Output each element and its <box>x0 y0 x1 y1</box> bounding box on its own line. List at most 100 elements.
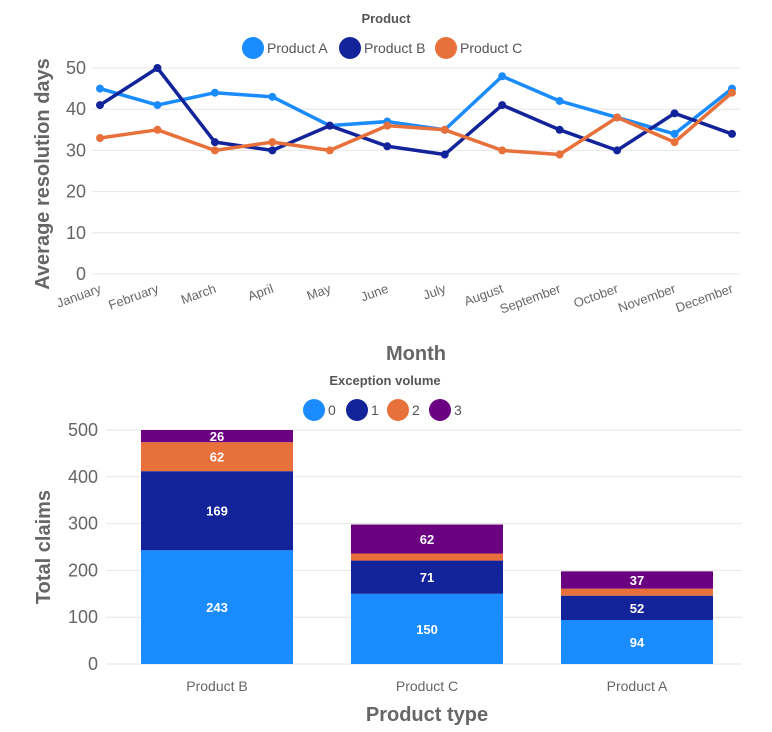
line-y-ticks: 0 10 20 30 40 50 <box>66 58 86 284</box>
data-point <box>555 150 564 159</box>
bar-segments-group: 243 169 62 26 150 71 62 94 52 37 <box>141 429 713 664</box>
bar-y-tick-label: 100 <box>68 607 98 627</box>
legend-label: Product A <box>267 40 328 56</box>
bar-x-axis-title: Product type <box>366 704 488 726</box>
line-x-tick-label: October <box>572 280 621 310</box>
bar-segment <box>561 571 713 589</box>
bar-segment <box>561 620 713 664</box>
data-point <box>728 129 736 138</box>
legend-label: 3 <box>454 402 462 418</box>
bar-y-tick-label: 500 <box>68 420 98 440</box>
legend-item-product-b[interactable]: Product B <box>339 37 425 59</box>
legend-item-0[interactable]: 0 <box>303 399 336 421</box>
line-x-tick-label: December <box>674 280 736 315</box>
bar-data-label: 52 <box>630 601 644 616</box>
bar-x-tick-label: Product C <box>396 678 458 694</box>
bar-segment <box>351 524 503 554</box>
line-legend: Product A Product B Product C <box>242 37 522 59</box>
line-series-product-c <box>96 88 736 159</box>
bar-y-tick-label: 0 <box>88 654 98 674</box>
data-point <box>383 121 392 130</box>
data-point <box>268 138 277 147</box>
bar-data-label: 62 <box>210 450 224 465</box>
legend-swatch <box>303 399 325 421</box>
legend-item-1[interactable]: 1 <box>346 399 379 421</box>
line-y-tick-label: 30 <box>66 140 86 160</box>
line-series-product-b <box>96 64 736 159</box>
bar-product-c: 150 71 62 <box>351 524 503 664</box>
bar-product-b: 243 169 62 26 <box>141 429 293 664</box>
bar-segment <box>561 595 713 621</box>
data-point <box>96 134 104 143</box>
data-point <box>670 129 679 138</box>
line-x-tick-label: June <box>359 281 391 305</box>
line-x-tick-label: July <box>421 281 448 303</box>
data-point <box>613 146 622 155</box>
legend-swatch <box>435 37 457 59</box>
bar-segment <box>351 553 503 561</box>
bar-x-tick-label: Product B <box>186 678 247 694</box>
data-point <box>440 150 449 159</box>
data-point <box>670 109 679 118</box>
line-y-tick-label: 20 <box>66 182 86 202</box>
bar-segment <box>141 550 293 664</box>
series-line <box>99 91 734 157</box>
data-point <box>498 72 507 81</box>
data-point <box>325 146 334 155</box>
data-point <box>670 138 679 147</box>
legend-label: 1 <box>371 402 379 418</box>
data-point <box>268 92 277 101</box>
data-point <box>153 64 162 72</box>
bar-x-tick-label: Product A <box>607 678 668 694</box>
series-line <box>99 66 733 157</box>
line-y-tick-label: 10 <box>66 223 86 243</box>
bar-segment <box>351 593 503 664</box>
data-point <box>210 146 219 155</box>
bar-data-label: 62 <box>420 532 434 547</box>
line-chart: Product Product A Product B Product C 0 10 2… <box>32 11 740 365</box>
legend-swatch <box>339 37 361 59</box>
line-y-tick-label: 0 <box>76 264 86 284</box>
line-x-tick-label: January <box>54 281 103 311</box>
data-point <box>498 146 507 155</box>
data-point <box>613 113 622 122</box>
line-gridlines <box>92 67 740 275</box>
data-point <box>268 146 277 155</box>
bar-segment <box>141 442 293 472</box>
legend-swatch <box>429 399 451 421</box>
bar-data-label: 169 <box>206 504 228 519</box>
bar-chart: Exception volume 0 1 2 3 0 100 200 300 400 500 P… <box>33 373 742 726</box>
data-point <box>96 84 104 93</box>
line-y-axis-title: Average resolution days <box>32 58 54 290</box>
bar-y-tick-label: 400 <box>68 467 98 487</box>
line-x-tick-label: September <box>498 280 564 316</box>
bar-legend-title: Exception volume <box>329 373 440 388</box>
legend-item-3[interactable]: 3 <box>429 399 462 421</box>
line-x-axis-title: Month <box>386 343 446 365</box>
bar-y-tick-label: 300 <box>68 514 98 534</box>
legend-item-product-c[interactable]: Product C <box>435 37 522 59</box>
line-x-ticks: January February March April May June July Augu… <box>54 280 735 316</box>
bar-data-label: 243 <box>206 600 228 615</box>
data-point <box>383 142 392 151</box>
bar-data-label: 26 <box>210 429 224 444</box>
data-point <box>153 101 162 110</box>
bar-x-ticks: Product B Product C Product A <box>186 678 668 694</box>
bar-y-axis-title: Total claims <box>33 490 55 604</box>
bar-y-ticks: 0 100 200 300 400 500 <box>68 420 98 674</box>
legend-label: 2 <box>412 402 420 418</box>
legend-item-product-a[interactable]: Product A <box>242 37 328 59</box>
data-point <box>440 125 449 134</box>
line-x-tick-label: May <box>305 281 334 304</box>
data-point <box>210 88 219 97</box>
bar-data-label: 94 <box>630 635 645 650</box>
data-point <box>498 101 507 110</box>
legend-item-2[interactable]: 2 <box>387 399 420 421</box>
bar-segment <box>141 471 293 551</box>
bar-data-label: 71 <box>420 570 434 585</box>
line-legend-title: Product <box>361 11 411 26</box>
bar-segment <box>561 588 713 596</box>
data-point <box>555 125 564 134</box>
bar-segment <box>141 430 293 443</box>
